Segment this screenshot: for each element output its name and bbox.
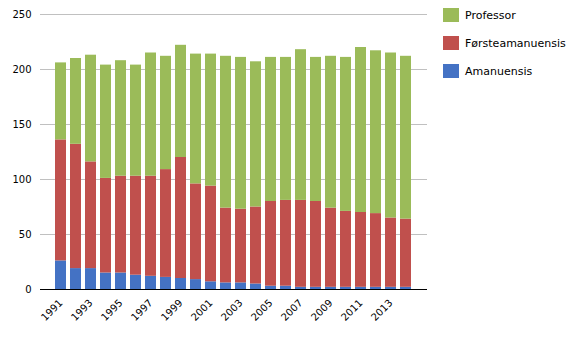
html-text:Professor: Professor xyxy=(465,8,516,22)
svg-text:150: 150 xyxy=(12,119,31,130)
svg-text:1997: 1997 xyxy=(129,297,155,323)
svg-text:1991: 1991 xyxy=(39,297,65,323)
svg-text:2011: 2011 xyxy=(339,297,365,323)
svg-text:2003: 2003 xyxy=(219,297,245,323)
svg-text:2013: 2013 xyxy=(369,297,395,323)
svg-text:2009: 2009 xyxy=(309,297,335,323)
svg-text:1993: 1993 xyxy=(69,297,95,323)
html-text:Førsteamanuensis: Førsteamanuensis xyxy=(465,36,566,50)
svg-text:2007: 2007 xyxy=(279,297,305,323)
svg-text:2001: 2001 xyxy=(189,297,215,323)
svg-text:100: 100 xyxy=(12,174,31,185)
html-text:Amanuensis: Amanuensis xyxy=(465,64,533,78)
svg-text:0: 0 xyxy=(25,284,31,295)
svg-text:250: 250 xyxy=(12,9,31,20)
svg-text:1995: 1995 xyxy=(99,297,125,323)
svg-text:2005: 2005 xyxy=(249,297,275,323)
svg-text:1999: 1999 xyxy=(159,297,185,323)
svg-text:50: 50 xyxy=(19,229,32,240)
svg-text:200: 200 xyxy=(12,64,31,75)
